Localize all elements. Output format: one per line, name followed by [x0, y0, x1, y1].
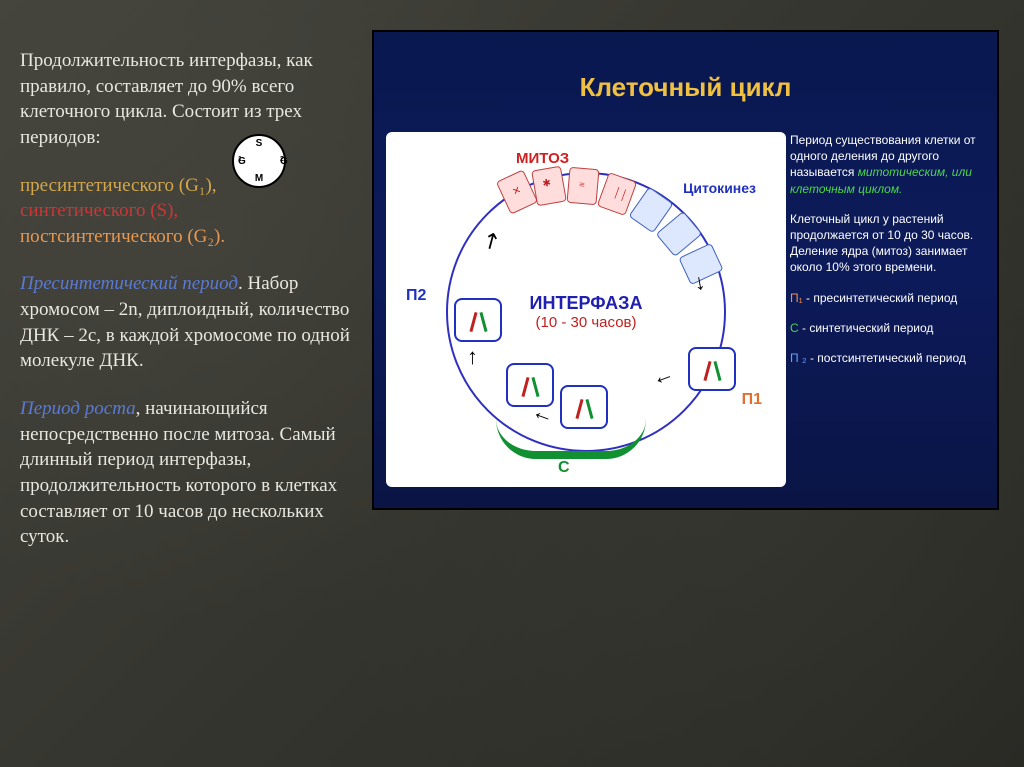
c-label: С — [558, 459, 570, 477]
intro-paragraph: Продолжительность интерфазы, как правило… — [20, 48, 360, 151]
legend-p1: П₁ - пресинтетический период — [790, 290, 985, 306]
sc-m: M — [255, 173, 263, 184]
phase-postsyn: постсинтетического (G₂). — [20, 224, 360, 250]
legend-p2: П ₂ - постсинтетический период — [790, 350, 985, 366]
diagram-panel: Клеточный цикл Период существования клет… — [372, 30, 999, 510]
cycle-diagram: МИТОЗ Цитокинез ИНТЕРФАЗА (10 - 30 часов… — [386, 132, 786, 487]
c-cell-icon — [560, 385, 608, 429]
sc-s: S — [256, 138, 263, 149]
phase-list: пресинтетического (G₁), синтетического (… — [20, 173, 360, 250]
panel-title: Клеточный цикл — [374, 72, 997, 103]
phase-presyn: пресинтетического (G₁), — [20, 173, 360, 199]
presyn-title: Пресинтетический период — [20, 273, 238, 294]
interphase-hours: (10 - 30 часов) — [530, 314, 643, 331]
presyn-paragraph: Пресинтетический период. Набор хромосом … — [20, 271, 360, 374]
arrow-icon: → — [456, 347, 482, 369]
legend-c-key: С — [790, 321, 799, 335]
c-cell-icon — [506, 363, 554, 407]
right-text-block: Период существования клетки от одного де… — [790, 132, 985, 380]
mitosis-label: МИТОЗ — [516, 150, 569, 167]
interphase-label: ИНТЕРФАЗА (10 - 30 часов) — [530, 293, 643, 331]
duration-paragraph: Клеточный цикл у растений продолжается о… — [790, 211, 985, 276]
legend-c: С - синтетический период — [790, 320, 985, 336]
legend-p2-key: П ₂ — [790, 351, 807, 365]
arrow-icon: → — [688, 270, 717, 296]
mitosis-cell: ✱ — [531, 166, 567, 207]
small-cycle-icon: S G1 G2 M — [232, 134, 286, 188]
growth-body: , начинающийся непосредственно после мит… — [20, 398, 337, 547]
legend-p1-key: П₁ — [790, 291, 803, 305]
growth-paragraph: Период роста, начинающийся непосредствен… — [20, 396, 360, 550]
p1-cell-icon — [688, 347, 736, 391]
definition-paragraph: Период существования клетки от одного де… — [790, 132, 985, 197]
p2-label: П2 — [406, 287, 426, 305]
cytokinesis-label: Цитокинез — [683, 180, 756, 196]
p2-cell-icon — [454, 298, 502, 342]
mitosis-cell: ≡ — [566, 167, 599, 205]
p1-label: П1 — [742, 391, 762, 409]
phase-syn: синтетического (S), — [20, 198, 360, 224]
growth-title: Период роста — [20, 398, 136, 419]
left-text-block: Продолжительность интерфазы, как правило… — [20, 48, 360, 572]
